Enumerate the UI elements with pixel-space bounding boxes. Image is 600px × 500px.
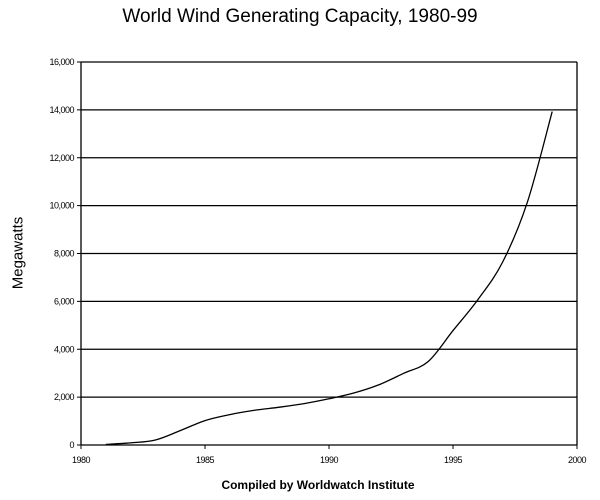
chart-title: World Wind Generating Capacity, 1980-99 xyxy=(122,6,478,27)
x-axis-ticks: 1980 1985 1990 1995 2000 xyxy=(72,445,587,465)
x-tick-label: 1995 xyxy=(444,455,463,465)
x-tick-label: 1990 xyxy=(320,455,339,465)
y-tick-label: 14,000 xyxy=(49,105,74,115)
y-tick-label: 10,000 xyxy=(49,201,74,211)
x-tick-label: 1985 xyxy=(196,455,215,465)
y-tick-label: 4,000 xyxy=(54,344,75,354)
data-line xyxy=(105,111,553,446)
source-note: Compiled by Worldwatch Institute xyxy=(221,478,415,492)
y-tick-label: 12,000 xyxy=(49,153,74,163)
y-tick-label: 8,000 xyxy=(54,249,75,259)
x-tick-label: 2000 xyxy=(568,455,587,465)
y-tick-label: 0 xyxy=(69,440,74,450)
y-tick-label: 2,000 xyxy=(54,392,75,402)
y-tick-label: 6,000 xyxy=(54,296,75,306)
x-tick-label: 1980 xyxy=(72,455,91,465)
y-axis-ticks: 0 2,000 4,000 6,000 8,000 10,000 12,000 14,000 1… xyxy=(49,57,81,450)
gridlines xyxy=(81,61,577,398)
y-tick-label: 16,000 xyxy=(49,57,74,67)
